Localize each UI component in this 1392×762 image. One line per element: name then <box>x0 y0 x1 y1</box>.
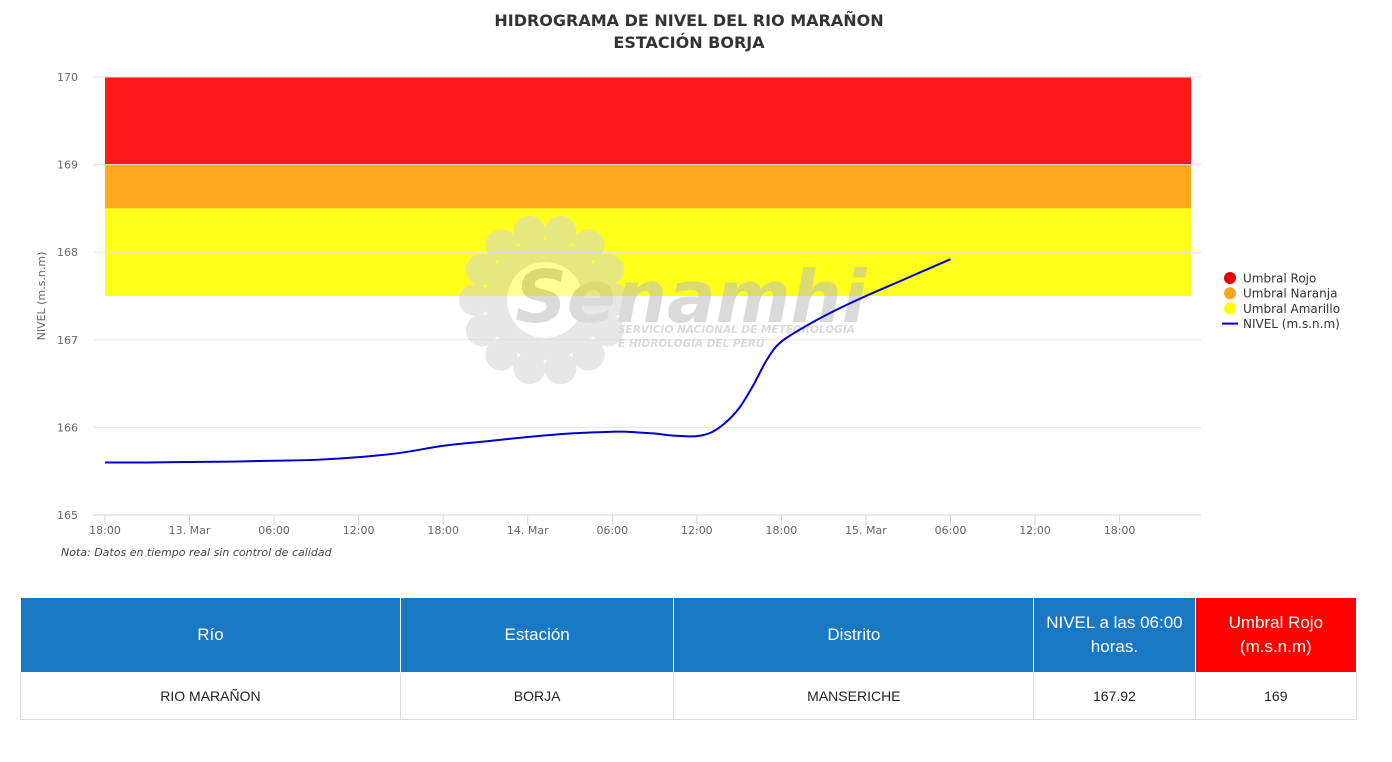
y-tick-label: 165 <box>57 509 78 522</box>
watermark-line2: E HIDROLOGÍA DEL PERÚ <box>618 337 765 350</box>
watermark-sun-hole <box>507 262 583 338</box>
watermark-ray <box>544 215 577 248</box>
chart-title: HIDROGRAMA DE NIVEL DEL RIO MARAÑON <box>494 11 884 30</box>
legend-marker <box>1224 287 1236 300</box>
header-nivel: NIVEL a las 06:00 horas. <box>1033 597 1196 673</box>
cell-umbral-rojo: 169 <box>1194 672 1358 720</box>
watermark-ray <box>513 215 546 248</box>
header-rio: Río <box>20 597 401 673</box>
legend-label: Umbral Naranja <box>1243 287 1337 301</box>
series-line-0 <box>104 258 951 464</box>
legend-label: NIVEL (m.s.n.m) <box>1243 317 1340 331</box>
legend-label: Umbral Amarillo <box>1243 302 1340 316</box>
header-distrito: Distrito <box>673 597 1035 673</box>
table-row: RIO MARAÑON BORJA MANSERICHE 167.92 169 <box>20 672 1358 720</box>
threshold-band-0 <box>105 77 1191 165</box>
x-tick-label: 06:00 <box>596 524 628 537</box>
watermark-line1: SERVICIO NACIONAL DE METEOROLOGÍA <box>618 323 855 336</box>
hydrograph-chart: 165 166 167 168 169 170 NIVEL (m.s.n.m) Senamhi… <box>35 71 1340 537</box>
watermark-ray <box>513 352 546 385</box>
y-tick-label: 169 <box>57 159 78 172</box>
x-tick-label: 18:00 <box>1104 524 1136 537</box>
x-tick-label: 06:00 <box>935 524 967 537</box>
legend-label: Umbral Rojo <box>1243 272 1316 286</box>
header-estacion: Estación <box>399 597 675 673</box>
x-tick-label: 12:00 <box>343 524 375 537</box>
x-tick-label: 06:00 <box>258 524 290 537</box>
legend-marker <box>1224 302 1236 315</box>
threshold-band-1 <box>105 164 1191 209</box>
chart-title-block: HIDROGRAMA DE NIVEL DEL RIO MARAÑON ESTA… <box>0 10 1378 54</box>
cell-rio: RIO MARAÑON <box>20 672 401 720</box>
quality-note: Nota: Datos en tiempo real sin control d… <box>61 546 332 559</box>
x-tick-label: 18:00 <box>89 524 121 537</box>
y-tick-label: 167 <box>57 334 78 347</box>
watermark-sun-icon <box>459 215 631 385</box>
x-tick-label: 18:00 <box>766 524 798 537</box>
cell-estacion: BORJA <box>399 672 675 720</box>
x-tick-label: 14. Mar <box>507 524 549 537</box>
y-tick-label: 166 <box>57 421 78 434</box>
x-tick-label: 13. Mar <box>169 524 211 537</box>
x-tick-label: 12:00 <box>681 524 713 537</box>
watermark-ray <box>599 284 631 316</box>
watermark-ray <box>459 284 491 316</box>
watermark-ray <box>544 352 577 385</box>
y-axis-label: NIVEL (m.s.n.m) <box>35 252 48 341</box>
legend-marker <box>1224 272 1236 284</box>
x-tick-label: 18:00 <box>427 524 459 537</box>
header-umbral-rojo: Umbral Rojo (m.s.n.m) <box>1194 597 1358 673</box>
x-tick-label: 12:00 <box>1019 524 1051 537</box>
cell-distrito: MANSERICHE <box>673 672 1035 720</box>
y-tick-label: 170 <box>57 71 78 84</box>
table-header-row: Río Estación Distrito NIVEL a las 06:00 … <box>20 597 1358 673</box>
x-tick-label: 15. Mar <box>845 524 887 537</box>
chart-subtitle: ESTACIÓN BORJA <box>613 33 765 52</box>
station-table: Río Estación Distrito NIVEL a las 06:00 … <box>20 597 1358 720</box>
y-tick-label: 168 <box>57 246 78 259</box>
cell-nivel: 167.92 <box>1033 672 1196 720</box>
